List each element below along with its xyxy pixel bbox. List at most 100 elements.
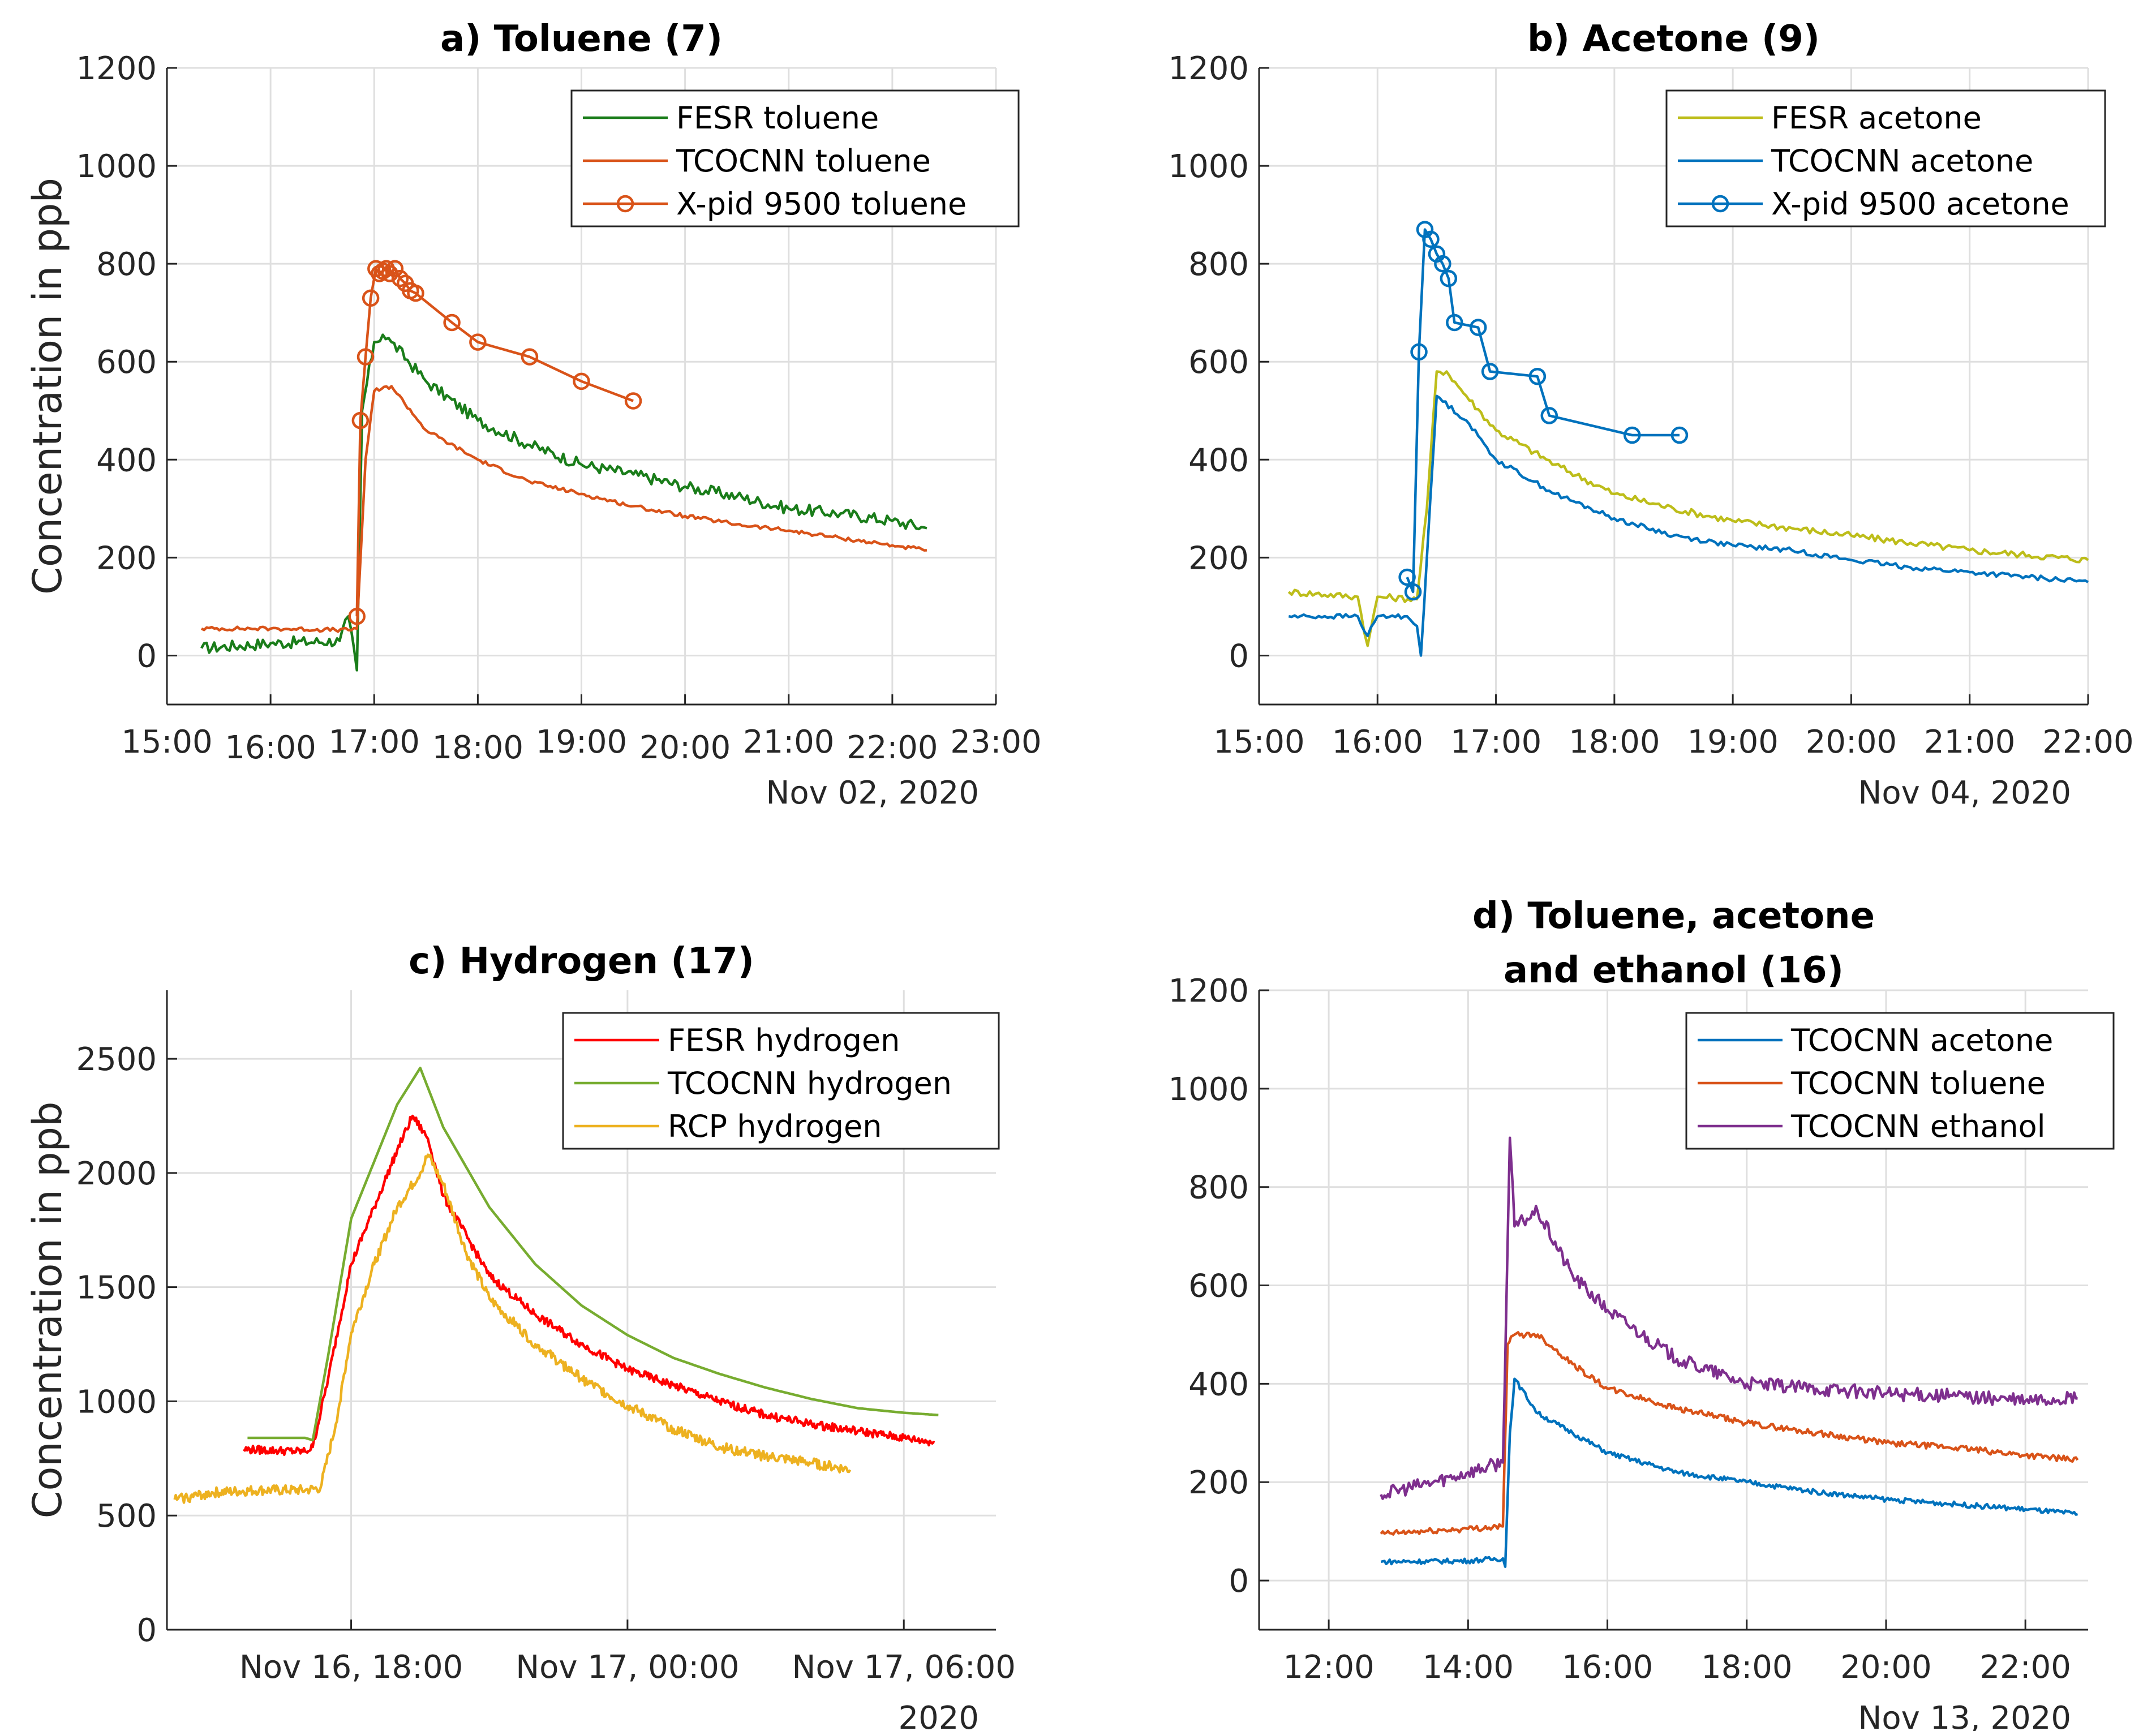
series-line-c-0 <box>243 1114 935 1457</box>
legend-entry: TCOCNN toluene <box>1790 1066 2046 1101</box>
x-tick-label: 20:00 <box>1840 1649 1931 1686</box>
y-tick-label: 1000 <box>76 1384 157 1420</box>
legend-a: FESR toluene TCOCNN toluene X-pid 9500 tol… <box>570 89 1020 227</box>
y-tick-label: 0 <box>136 638 157 675</box>
data-point <box>1446 313 1463 332</box>
y-tick-label: 800 <box>1188 1170 1249 1206</box>
y-tick-label: 1000 <box>1168 1071 1249 1108</box>
x-date-label: Nov 13, 2020 <box>1858 1700 2071 1731</box>
y-tick-label: 400 <box>96 442 157 479</box>
legend-entry: X-pid 9500 toluene <box>676 186 967 222</box>
legend-b: FESR acetone TCOCNN acetone X-pid 9500 ace… <box>1665 89 2106 227</box>
legend-marker <box>616 195 634 213</box>
y-tick-label: 800 <box>1188 246 1249 283</box>
data-point <box>362 289 380 307</box>
data-point <box>1469 319 1487 336</box>
x-tick-label: 19:00 <box>536 724 627 761</box>
y-tick-label: 200 <box>1188 540 1249 577</box>
legend-entry: TCOCNN hydrogen <box>667 1066 952 1101</box>
y-axis-label: Concentration in ppb <box>24 178 71 595</box>
data-point <box>443 313 461 332</box>
y-tick-label: 200 <box>96 540 157 577</box>
x-tick-label: 22:00 <box>2042 724 2133 761</box>
x-date-label: Nov 02, 2020 <box>766 775 979 811</box>
y-tick-label: 600 <box>1188 1268 1249 1305</box>
data-point <box>348 607 366 625</box>
data-point <box>386 260 404 278</box>
y-tick-label: 0 <box>1229 1563 1249 1600</box>
legend-entry: FESR hydrogen <box>668 1023 900 1058</box>
chart-title: a) Toluene (7) <box>440 18 723 60</box>
y-tick-label: 1200 <box>1168 973 1249 1010</box>
data-point <box>469 333 487 351</box>
chart-b: 0 200 400 600 800 1000 1200 15:00 16:00 17:00 18:0… <box>1168 18 2133 811</box>
x-tick-label: 23:00 <box>950 724 1041 761</box>
data-point <box>1528 367 1547 385</box>
legend-entry: FESR toluene <box>676 100 879 136</box>
y-tick-label: 1200 <box>1168 50 1249 87</box>
legend-entry: TCOCNN toluene <box>676 143 931 179</box>
x-date-label: Nov 04, 2020 <box>1858 775 2071 811</box>
series-line-c-1 <box>247 1066 939 1442</box>
chart-c: 0 500 1000 1500 2000 2500 Nov 16, 18:00 Nov 17,… <box>24 940 1016 1731</box>
legend-entry: TCOCNN ethanol <box>1790 1109 2046 1144</box>
x-tick-label: 12:00 <box>1283 1649 1374 1686</box>
data-point <box>407 284 424 302</box>
y-tick-label: 500 <box>96 1498 157 1535</box>
data-point <box>1670 426 1689 444</box>
chart-title-line: d) Toluene, acetone <box>1472 895 1875 937</box>
x-tick-label: 21:00 <box>743 724 834 761</box>
data-point <box>1440 269 1458 287</box>
series-line-d-2 <box>1380 1136 2078 1500</box>
x-tick-label: 17:00 <box>1450 724 1541 761</box>
x-tick-label: Nov 17, 06:00 <box>792 1649 1016 1686</box>
legend-marker <box>1711 195 1729 213</box>
legend-entry: RCP hydrogen <box>668 1109 882 1144</box>
legend-entry: TCOCNN acetone <box>1771 143 2033 179</box>
legend-entry: TCOCNN acetone <box>1790 1023 2053 1058</box>
series-line-b-1 <box>1288 394 2089 657</box>
x-tick-label: 20:00 <box>1806 724 1897 761</box>
chart-title: c) Hydrogen (17) <box>409 940 754 982</box>
x-tick-label: 18:00 <box>432 729 523 766</box>
legend-entry: FESR acetone <box>1771 100 1982 136</box>
data-point <box>381 265 398 282</box>
y-tick-label: 200 <box>1188 1464 1249 1501</box>
data-point <box>521 348 539 366</box>
y-tick-label: 600 <box>96 344 157 381</box>
data-point <box>1540 407 1558 424</box>
series-line-d-1 <box>1380 1331 2079 1536</box>
series-line-c-2 <box>173 1153 852 1504</box>
data-point <box>391 269 409 287</box>
y-tick-label: 0 <box>1229 638 1249 675</box>
x-tick-label: 18:00 <box>1569 724 1660 761</box>
data-point <box>1404 583 1422 601</box>
x-tick-label: 17:00 <box>329 724 420 761</box>
y-tick-label: 0 <box>136 1612 157 1649</box>
x-tick-label: 19:00 <box>1687 724 1778 761</box>
data-point <box>1624 426 1641 444</box>
data-point <box>1481 363 1499 380</box>
y-tick-label: 2500 <box>76 1041 157 1078</box>
series-line-a-2 <box>355 267 634 617</box>
series-line-b-2 <box>1406 228 1680 594</box>
x-tick-label: 22:00 <box>1980 1649 2071 1686</box>
x-tick-label: 20:00 <box>639 729 731 766</box>
chart-title: b) Acetone (9) <box>1527 18 1820 60</box>
x-tick-label: 15:00 <box>121 724 212 761</box>
y-tick-label: 1200 <box>76 50 157 87</box>
y-tick-label: 800 <box>96 246 157 283</box>
chart-a: 0 200 400 600 800 1000 1200 15:00 16:00 17:00 18:0… <box>24 18 1042 811</box>
data-point <box>1410 343 1428 361</box>
x-tick-label: 16:00 <box>1562 1649 1653 1686</box>
x-tick-label: 22:00 <box>847 729 938 766</box>
series-line-d-0 <box>1380 1377 2078 1568</box>
x-tick-label: 15:00 <box>1213 724 1304 761</box>
y-tick-label: 2000 <box>76 1156 157 1192</box>
data-point <box>357 348 375 366</box>
series-line-a-0 <box>200 333 927 672</box>
data-point <box>1398 568 1416 586</box>
x-date-label: 2020 <box>898 1700 979 1731</box>
x-tick-label: Nov 16, 18:00 <box>239 1649 463 1686</box>
